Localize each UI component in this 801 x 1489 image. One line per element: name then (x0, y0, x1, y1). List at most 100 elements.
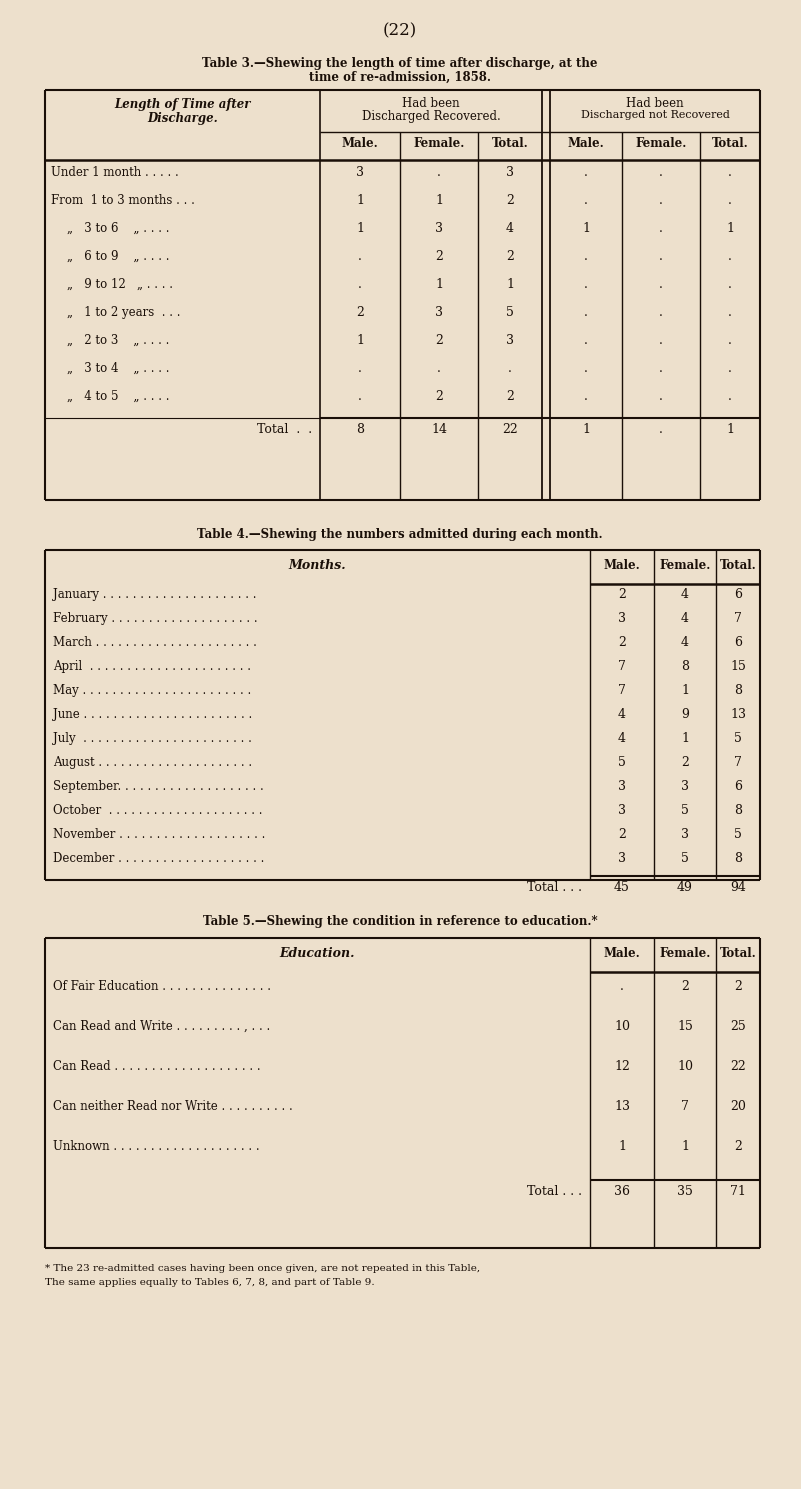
Text: 25: 25 (731, 1020, 746, 1033)
Text: 3: 3 (618, 852, 626, 865)
Text: 7: 7 (618, 683, 626, 697)
Text: .: . (358, 250, 362, 264)
Text: July  . . . . . . . . . . . . . . . . . . . . . . .: July . . . . . . . . . . . . . . . . . .… (53, 733, 252, 744)
Text: Length of Time after: Length of Time after (115, 98, 251, 112)
Text: 2: 2 (506, 250, 514, 264)
Text: 4: 4 (681, 612, 689, 625)
Text: 2: 2 (618, 636, 626, 649)
Text: .: . (728, 194, 732, 207)
Text: 1: 1 (726, 222, 734, 235)
Text: 3: 3 (435, 222, 443, 235)
Text: 7: 7 (618, 660, 626, 673)
Text: .: . (584, 278, 588, 290)
Text: 8: 8 (681, 660, 689, 673)
Text: Male.: Male. (341, 137, 378, 150)
Text: 8: 8 (734, 804, 742, 817)
Text: .: . (584, 334, 588, 347)
Text: .: . (659, 250, 663, 264)
Text: Can Read and Write . . . . . . . . . , . . .: Can Read and Write . . . . . . . . . , .… (53, 1020, 270, 1033)
Text: „   3 to 6    „ . . . .: „ 3 to 6 „ . . . . (67, 222, 170, 235)
Text: Unknown . . . . . . . . . . . . . . . . . . . .: Unknown . . . . . . . . . . . . . . . . … (53, 1141, 260, 1152)
Text: .: . (659, 334, 663, 347)
Text: 6: 6 (734, 588, 742, 602)
Text: .: . (728, 250, 732, 264)
Text: 1: 1 (681, 1141, 689, 1152)
Text: .: . (659, 390, 663, 404)
Text: Female.: Female. (659, 947, 710, 960)
Text: The same applies equally to Tables 6, 7, 8, and part of Table 9.: The same applies equally to Tables 6, 7,… (45, 1278, 375, 1286)
Text: .: . (659, 362, 663, 375)
Text: 36: 36 (614, 1185, 630, 1199)
Text: (22): (22) (383, 22, 417, 39)
Text: Male.: Male. (568, 137, 605, 150)
Text: Table 3.—Shewing the length of time after discharge, at the: Table 3.—Shewing the length of time afte… (202, 57, 598, 70)
Text: Total.: Total. (711, 137, 748, 150)
Text: December . . . . . . . . . . . . . . . . . . . .: December . . . . . . . . . . . . . . . .… (53, 852, 264, 865)
Text: 2: 2 (506, 194, 514, 207)
Text: 6: 6 (734, 780, 742, 794)
Text: .: . (437, 165, 441, 179)
Text: Education.: Education. (280, 947, 356, 960)
Text: 3: 3 (618, 804, 626, 817)
Text: .: . (584, 165, 588, 179)
Text: 49: 49 (677, 881, 693, 893)
Text: 3: 3 (506, 334, 514, 347)
Text: 1: 1 (681, 733, 689, 744)
Text: 2: 2 (435, 390, 443, 404)
Text: 2: 2 (506, 390, 514, 404)
Text: Total . . .: Total . . . (527, 1185, 582, 1199)
Text: „   2 to 3    „ . . . .: „ 2 to 3 „ . . . . (67, 334, 169, 347)
Text: 71: 71 (730, 1185, 746, 1199)
Text: 4: 4 (618, 707, 626, 721)
Text: October  . . . . . . . . . . . . . . . . . . . . .: October . . . . . . . . . . . . . . . . … (53, 804, 263, 817)
Text: .: . (659, 165, 663, 179)
Text: January . . . . . . . . . . . . . . . . . . . . .: January . . . . . . . . . . . . . . . . … (53, 588, 256, 602)
Text: .: . (437, 362, 441, 375)
Text: .: . (659, 307, 663, 319)
Text: 5: 5 (681, 852, 689, 865)
Text: 1: 1 (726, 423, 734, 436)
Text: March . . . . . . . . . . . . . . . . . . . . . .: March . . . . . . . . . . . . . . . . . … (53, 636, 257, 649)
Text: September. . . . . . . . . . . . . . . . . . . .: September. . . . . . . . . . . . . . . .… (53, 780, 264, 794)
Text: „   4 to 5    „ . . . .: „ 4 to 5 „ . . . . (67, 390, 170, 404)
Text: 2: 2 (734, 980, 742, 993)
Text: 4: 4 (681, 636, 689, 649)
Text: 1: 1 (356, 194, 364, 207)
Text: .: . (659, 194, 663, 207)
Text: 45: 45 (614, 881, 630, 893)
Text: 2: 2 (618, 588, 626, 602)
Text: 5: 5 (734, 828, 742, 841)
Text: .: . (584, 390, 588, 404)
Text: Total  .  .: Total . . (257, 423, 312, 436)
Text: 2: 2 (734, 1141, 742, 1152)
Text: 1: 1 (582, 423, 590, 436)
Text: 6: 6 (734, 636, 742, 649)
Text: 2: 2 (681, 980, 689, 993)
Text: 7: 7 (734, 756, 742, 768)
Text: „   6 to 9    „ . . . .: „ 6 to 9 „ . . . . (67, 250, 170, 264)
Text: .: . (728, 278, 732, 290)
Text: 15: 15 (677, 1020, 693, 1033)
Text: 4: 4 (681, 588, 689, 602)
Text: Female.: Female. (659, 558, 710, 572)
Text: .: . (358, 390, 362, 404)
Text: June . . . . . . . . . . . . . . . . . . . . . . .: June . . . . . . . . . . . . . . . . . .… (53, 707, 252, 721)
Text: 2: 2 (435, 334, 443, 347)
Text: Under 1 month . . . . .: Under 1 month . . . . . (51, 165, 179, 179)
Text: 8: 8 (734, 683, 742, 697)
Text: 7: 7 (734, 612, 742, 625)
Text: November . . . . . . . . . . . . . . . . . . . .: November . . . . . . . . . . . . . . . .… (53, 828, 265, 841)
Text: Female.: Female. (413, 137, 465, 150)
Text: 4: 4 (618, 733, 626, 744)
Text: .: . (728, 362, 732, 375)
Text: Male.: Male. (604, 558, 640, 572)
Text: 3: 3 (681, 780, 689, 794)
Text: 1: 1 (356, 222, 364, 235)
Text: 13: 13 (730, 707, 746, 721)
Text: 4: 4 (506, 222, 514, 235)
Text: Discharge.: Discharge. (147, 112, 218, 125)
Text: Female.: Female. (635, 137, 686, 150)
Text: Can Read . . . . . . . . . . . . . . . . . . . .: Can Read . . . . . . . . . . . . . . . .… (53, 1060, 260, 1074)
Text: Months.: Months. (288, 558, 346, 572)
Text: 5: 5 (506, 307, 514, 319)
